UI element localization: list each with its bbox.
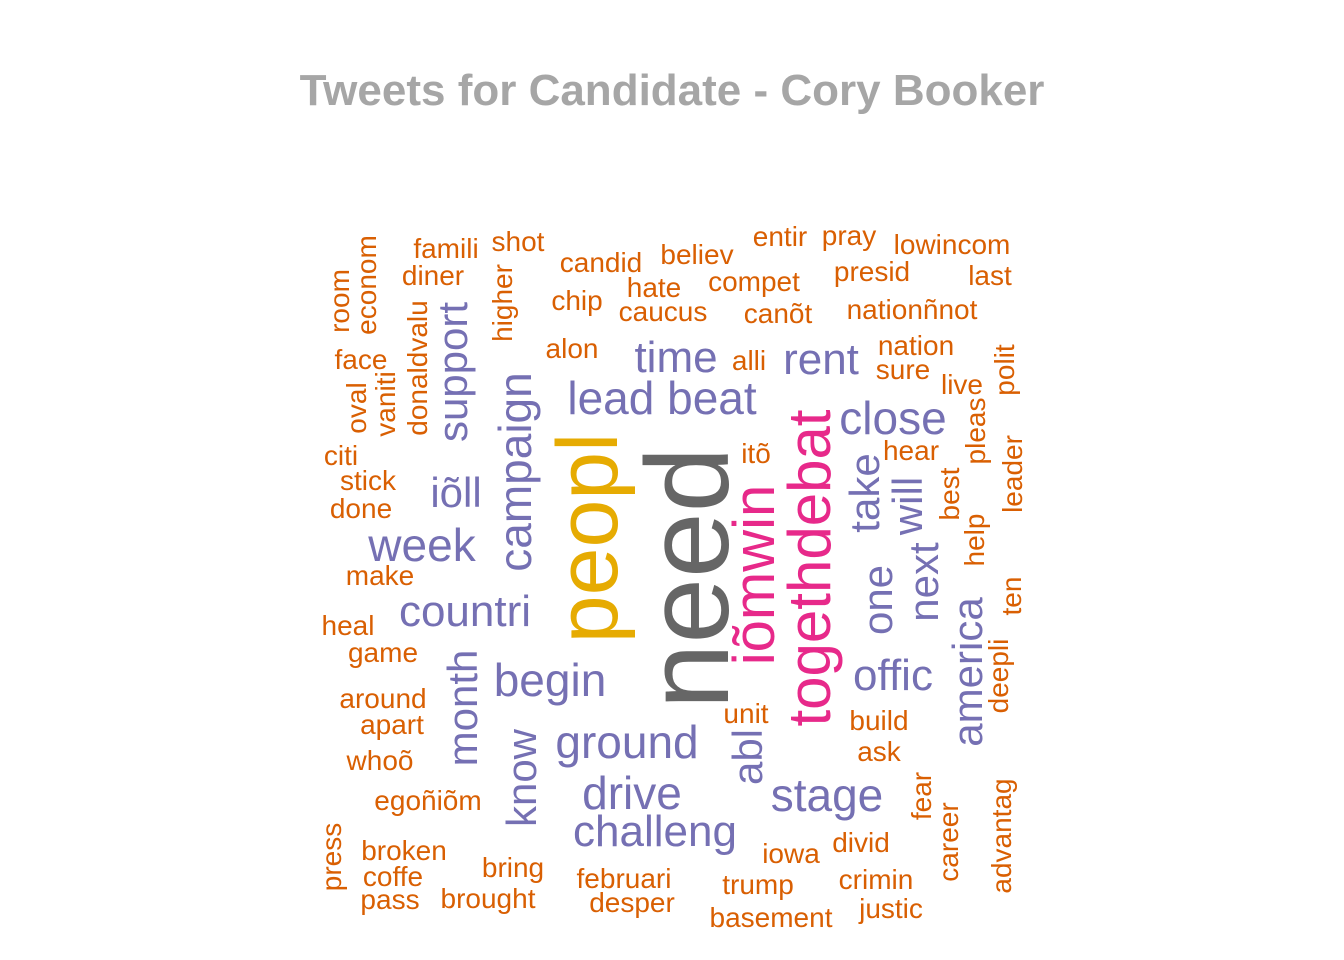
word-time: time [634, 333, 718, 382]
word-stage: stage [770, 769, 884, 821]
word-sure: sure [875, 354, 931, 385]
word-presid: presid [833, 256, 911, 287]
word-compet: compet [708, 266, 800, 297]
word-entir: entir [752, 221, 808, 252]
word-pray: pray [821, 220, 877, 251]
word-oval: oval [341, 382, 372, 434]
word-lead-beat: lead beat [567, 372, 757, 424]
word-econom: econom [351, 235, 382, 335]
word-can-t: canõt [743, 298, 813, 329]
word-career: career [933, 802, 964, 882]
word-offic: offic [853, 651, 933, 700]
word-game: game [347, 637, 419, 668]
word-higher: higher [487, 264, 518, 342]
word-citi: citi [323, 440, 359, 471]
word-coffe: coffe [362, 861, 424, 892]
word-know: know [498, 728, 545, 828]
word-donaldvalu: donaldvalu [402, 300, 433, 436]
word-rent: rent [783, 335, 859, 384]
word-pass: pass [360, 884, 420, 915]
word-i-mwin: iõmwin [722, 484, 787, 666]
word-live: live [940, 369, 984, 400]
word-abl: abl [724, 728, 771, 786]
word-candid: candid [559, 247, 643, 278]
word-pleas: pleas [960, 397, 991, 465]
word-ground: ground [555, 716, 699, 768]
word-lowincom: lowincom [893, 229, 1011, 260]
word-best: best [934, 467, 965, 521]
word-desper: desper [589, 887, 675, 918]
word-i-ll: iõll [430, 469, 482, 516]
word-broken: broken [361, 835, 447, 866]
word-take: take [841, 453, 888, 533]
word-press: press [316, 822, 347, 892]
word-togethdebat: togethdebat [776, 409, 843, 727]
word-believ: believ [660, 239, 734, 270]
word-brought: brought [440, 883, 536, 914]
word-done: done [329, 493, 393, 524]
word-challeng: challeng [573, 807, 737, 856]
word-heal: heal [321, 610, 375, 641]
word-deepli: deepli [983, 638, 1014, 714]
word-who: whoõ [346, 745, 414, 776]
word-chip: chip [551, 285, 603, 316]
word-countri: countri [398, 587, 532, 636]
word-crimin: crimin [838, 864, 914, 895]
word-close: close [839, 392, 947, 444]
word-iowa: iowa [762, 838, 820, 869]
word-build: build [849, 705, 909, 736]
word-month: month [439, 649, 486, 767]
word-apart: apart [360, 709, 424, 740]
word-last: last [968, 260, 1012, 291]
word-hate: hate [626, 272, 682, 303]
word-help: help [959, 513, 990, 567]
word-around: around [339, 683, 427, 714]
word-face: face [334, 344, 388, 375]
word-it: itõ [741, 438, 771, 469]
word-nation: nation [877, 330, 955, 361]
chart-title: Tweets for Candidate - Cory Booker [299, 66, 1045, 115]
word-ego-i-m: egoñiõm [374, 785, 482, 816]
word-ask: ask [857, 736, 901, 767]
word-bring: bring [481, 852, 545, 883]
word-alon: alon [545, 333, 599, 364]
word-week: week [368, 519, 476, 571]
word-begin: begin [493, 654, 607, 706]
word-polit: polit [989, 344, 1020, 396]
word-peopl: peopl [540, 432, 636, 644]
word-will: will [884, 476, 931, 536]
word-ten: ten [996, 576, 1027, 616]
word-unit: unit [723, 698, 769, 729]
word-next: next [900, 542, 947, 622]
word-stick: stick [340, 465, 396, 496]
word-diner: diner [401, 260, 465, 291]
word-fear: fear [906, 771, 937, 821]
word-trump: trump [722, 869, 794, 900]
word-vaniti: vaniti [370, 371, 401, 437]
word-alli: alli [731, 345, 767, 376]
word-caucus: caucus [618, 296, 708, 327]
word-drive: drive [582, 767, 682, 819]
word-make: make [345, 560, 415, 591]
word-campaign: campaign [489, 372, 541, 572]
word-advantag: advantag [986, 778, 1017, 894]
word-shot: shot [491, 226, 545, 257]
word-februari: februari [576, 863, 672, 894]
word-leader: leader [997, 435, 1028, 513]
word-famili: famili [413, 233, 479, 264]
word-divid: divid [832, 827, 890, 858]
word-justic: justic [859, 893, 923, 924]
word-basement: basement [709, 902, 833, 933]
word-hear: hear [882, 435, 940, 466]
word-room: room [324, 269, 355, 333]
word-one: one [854, 564, 901, 636]
word-support: support [429, 301, 476, 443]
word-nation-not: nationñnot [846, 294, 978, 325]
